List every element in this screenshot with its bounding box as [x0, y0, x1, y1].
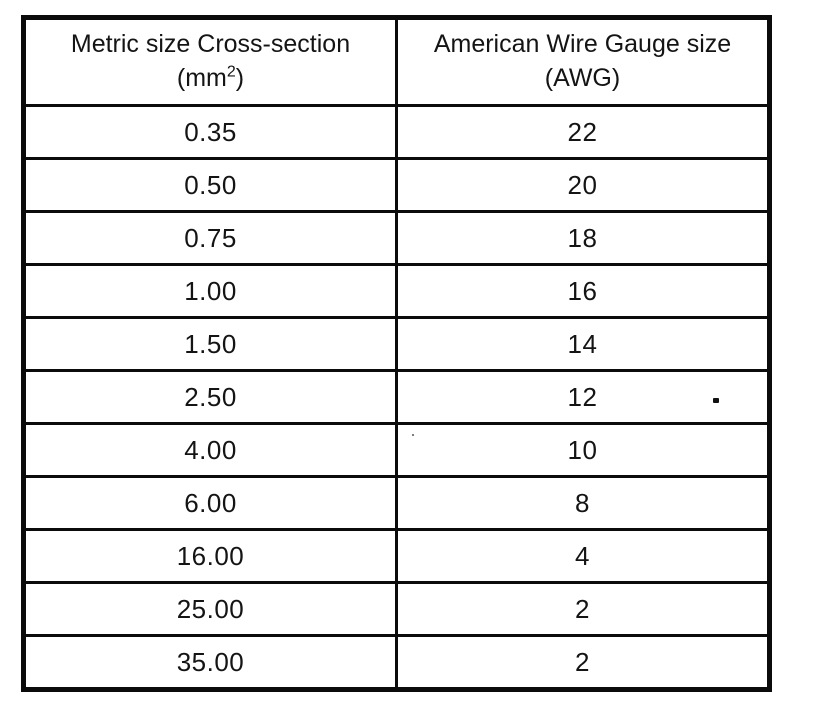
- awg-value-cell: 14: [395, 316, 771, 372]
- table-row: 16.00 4: [22, 528, 771, 584]
- awg-value-cell: 4: [395, 528, 771, 584]
- table-row: 0.50 20: [22, 157, 771, 213]
- wire-gauge-conversion-table: Metric size Cross-section (mm2) American…: [21, 15, 772, 692]
- metric-value-cell: 6.00: [22, 475, 398, 531]
- metric-value-cell: 25.00: [22, 581, 398, 637]
- metric-value-cell: 35.00: [22, 634, 398, 691]
- awg-size-header-title: American Wire Gauge size: [433, 30, 732, 59]
- metric-value-cell: 1.00: [22, 263, 398, 319]
- awg-size-header: American Wire Gauge size (AWG): [395, 16, 771, 107]
- table-row: 0.75 18: [22, 210, 771, 266]
- metric-unit-superscript: 2: [226, 63, 236, 81]
- table-row: 35.00 2: [22, 634, 771, 691]
- metric-value-cell: 0.50: [22, 157, 398, 213]
- header-row: Metric size Cross-section (mm2) American…: [22, 16, 771, 107]
- metric-size-header-unit: (mm2): [176, 63, 245, 92]
- metric-size-header: Metric size Cross-section (mm2): [22, 16, 398, 107]
- awg-value-cell: 18: [395, 210, 771, 266]
- table-row: 25.00 2: [22, 581, 771, 637]
- scan-speck: [412, 434, 414, 436]
- metric-value-cell: 1.50: [22, 316, 398, 372]
- table-body: 0.35 22 0.50 20 0.75 18 1.00 16 1.50 14 …: [22, 104, 771, 691]
- awg-value-cell: 16: [395, 263, 771, 319]
- metric-size-header-title: Metric size Cross-section: [70, 30, 351, 59]
- table-header: Metric size Cross-section (mm2) American…: [22, 16, 771, 107]
- table-row: 0.35 22: [22, 104, 771, 160]
- metric-value-cell: 2.50: [22, 369, 398, 425]
- awg-value-cell: 2: [395, 581, 771, 637]
- table-row: 6.00 8: [22, 475, 771, 531]
- awg-size-header-unit: (AWG): [544, 64, 621, 92]
- table-row: 1.50 14: [22, 316, 771, 372]
- awg-value-cell: 20: [395, 157, 771, 213]
- metric-value-cell: 16.00: [22, 528, 398, 584]
- awg-value-cell: 8: [395, 475, 771, 531]
- table-row: 1.00 16: [22, 263, 771, 319]
- table-row: 4.00 10: [22, 422, 771, 478]
- metric-value-cell: 4.00: [22, 422, 398, 478]
- scan-speck: [713, 398, 719, 403]
- awg-value-cell: 2: [395, 634, 771, 691]
- table-row: 2.50 12: [22, 369, 771, 425]
- awg-value-cell: 12: [395, 369, 771, 425]
- metric-value-cell: 0.35: [22, 104, 398, 160]
- awg-value-cell: 10: [395, 422, 771, 478]
- metric-value-cell: 0.75: [22, 210, 398, 266]
- awg-value-cell: 22: [395, 104, 771, 160]
